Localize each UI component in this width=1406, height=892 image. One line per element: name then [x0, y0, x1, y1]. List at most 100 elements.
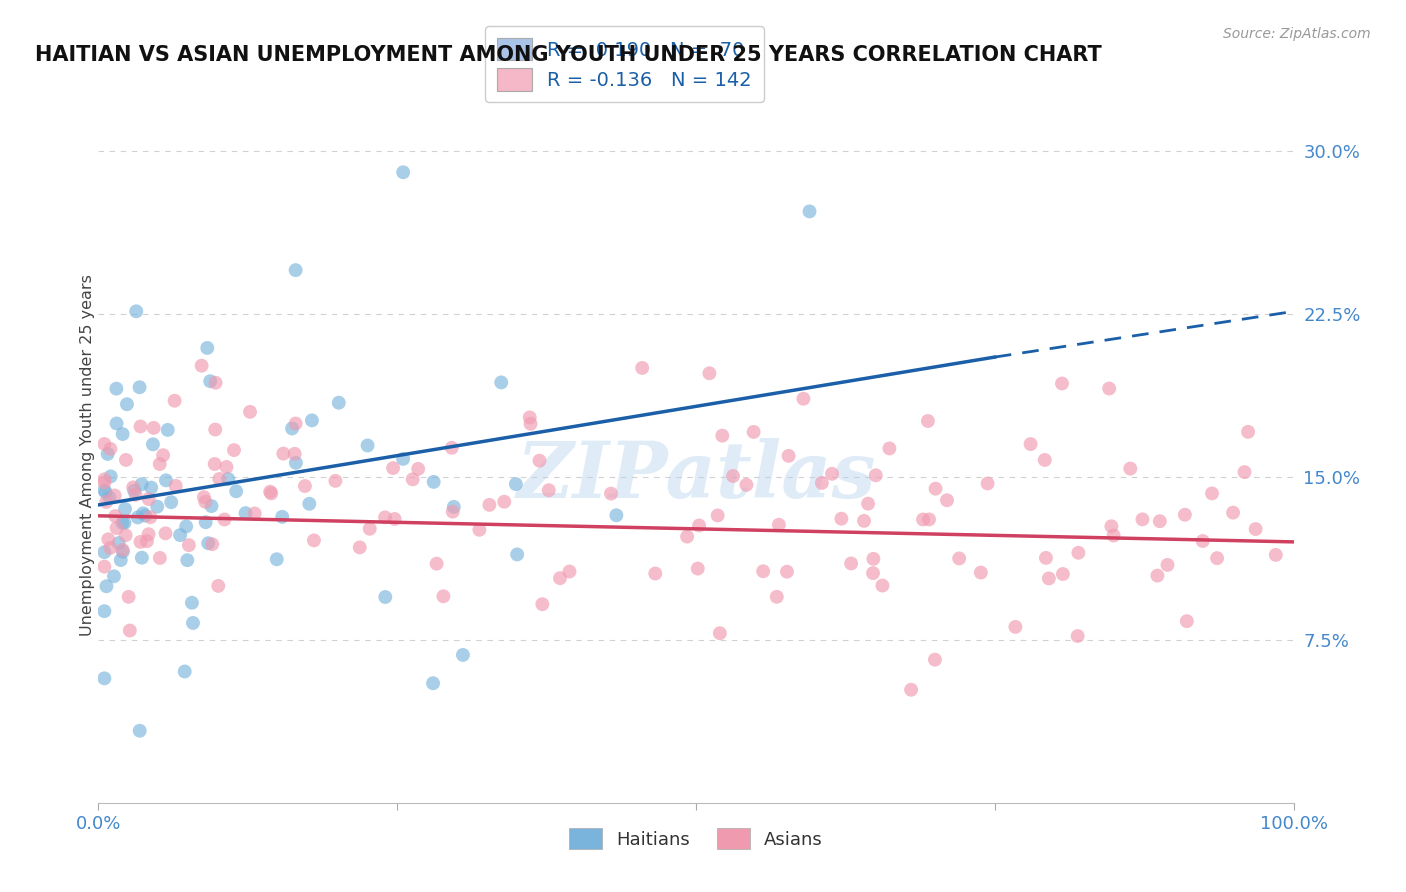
Y-axis label: Unemployment Among Youth under 25 years: Unemployment Among Youth under 25 years	[80, 274, 94, 636]
Point	[111, 544, 134, 558]
Point	[765, 590, 787, 604]
Point	[98, 541, 121, 555]
Point	[468, 523, 491, 537]
Point	[865, 468, 887, 483]
Point	[531, 597, 554, 611]
Point	[948, 551, 970, 566]
Point	[131, 477, 153, 491]
Point	[100, 442, 122, 456]
Point	[103, 569, 125, 583]
Point	[146, 500, 169, 514]
Point	[900, 682, 922, 697]
Point	[302, 533, 325, 548]
Point	[384, 512, 406, 526]
Point	[676, 530, 699, 544]
Point	[204, 423, 226, 437]
Point	[271, 509, 294, 524]
Point	[917, 414, 939, 428]
Point	[284, 263, 307, 277]
Point	[93, 671, 115, 685]
Point	[1132, 512, 1154, 526]
Point	[122, 480, 145, 494]
Point	[686, 561, 709, 575]
Point	[1201, 486, 1223, 500]
Point	[93, 472, 115, 486]
Point	[181, 596, 204, 610]
Point	[1102, 528, 1125, 542]
Point	[100, 469, 122, 483]
Point	[529, 453, 551, 467]
Point	[177, 538, 200, 552]
Point	[117, 590, 139, 604]
Point	[548, 571, 571, 585]
Point	[768, 517, 790, 532]
Point	[426, 557, 449, 571]
Point	[129, 419, 152, 434]
Point	[135, 534, 157, 549]
Point	[260, 486, 283, 500]
Point	[879, 442, 901, 456]
Point	[1033, 453, 1056, 467]
Point	[1175, 614, 1198, 628]
Point	[207, 579, 229, 593]
Text: ZIPatlas: ZIPatlas	[516, 438, 876, 514]
Point	[600, 486, 623, 500]
Point	[149, 550, 172, 565]
Point	[181, 615, 204, 630]
Point	[284, 417, 307, 431]
Point	[924, 653, 946, 667]
Point	[1019, 437, 1042, 451]
Point	[96, 495, 118, 509]
Point	[392, 165, 415, 179]
Point	[298, 497, 321, 511]
Point	[1035, 550, 1057, 565]
Point	[1038, 571, 1060, 585]
Point	[301, 413, 323, 427]
Point	[110, 553, 132, 567]
Point	[721, 469, 744, 483]
Point	[1191, 534, 1213, 549]
Point	[114, 516, 136, 530]
Point	[359, 522, 381, 536]
Point	[1098, 382, 1121, 396]
Point	[811, 475, 834, 490]
Point	[349, 541, 371, 555]
Point	[125, 488, 148, 502]
Point	[505, 477, 527, 491]
Point	[149, 457, 172, 471]
Point	[132, 507, 155, 521]
Point	[706, 508, 728, 523]
Point	[406, 462, 429, 476]
Point	[402, 472, 425, 486]
Point	[644, 566, 666, 581]
Point	[239, 405, 262, 419]
Point	[115, 397, 138, 411]
Point	[440, 441, 463, 455]
Point	[105, 382, 128, 396]
Point	[688, 518, 710, 533]
Text: Source: ZipAtlas.com: Source: ZipAtlas.com	[1223, 27, 1371, 41]
Point	[839, 557, 862, 571]
Point	[93, 483, 115, 498]
Point	[422, 475, 444, 489]
Point	[243, 507, 266, 521]
Point	[125, 304, 148, 318]
Point	[711, 428, 734, 442]
Legend: Haitians, Asians: Haitians, Asians	[562, 822, 830, 856]
Point	[872, 578, 894, 592]
Point	[328, 395, 350, 409]
Point	[93, 604, 115, 618]
Point	[856, 497, 879, 511]
Point	[699, 366, 721, 380]
Point	[128, 380, 150, 394]
Point	[799, 204, 821, 219]
Point	[105, 417, 128, 431]
Point	[93, 545, 115, 559]
Point	[176, 553, 198, 567]
Point	[97, 533, 120, 547]
Point	[830, 511, 852, 525]
Point	[259, 484, 281, 499]
Point	[1066, 629, 1088, 643]
Point	[918, 512, 941, 526]
Point	[204, 376, 226, 390]
